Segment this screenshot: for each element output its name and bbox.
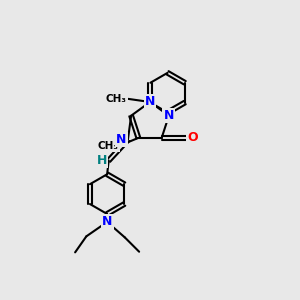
Text: N: N (164, 109, 174, 122)
Text: N: N (102, 215, 112, 229)
Text: H: H (97, 154, 107, 167)
Text: CH₃: CH₃ (98, 141, 118, 151)
Text: N: N (145, 95, 155, 109)
Text: CH₃: CH₃ (106, 94, 127, 104)
Text: N: N (116, 133, 126, 146)
Text: O: O (187, 131, 198, 144)
